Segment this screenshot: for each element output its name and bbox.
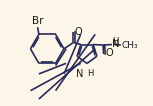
Text: H: H — [112, 37, 119, 46]
Text: N: N — [76, 69, 84, 79]
Text: CH₃: CH₃ — [121, 41, 138, 50]
Text: O: O — [75, 26, 83, 36]
Text: H: H — [87, 69, 93, 78]
Text: Br: Br — [32, 16, 44, 26]
Text: N: N — [112, 39, 120, 49]
Text: O: O — [105, 48, 113, 58]
